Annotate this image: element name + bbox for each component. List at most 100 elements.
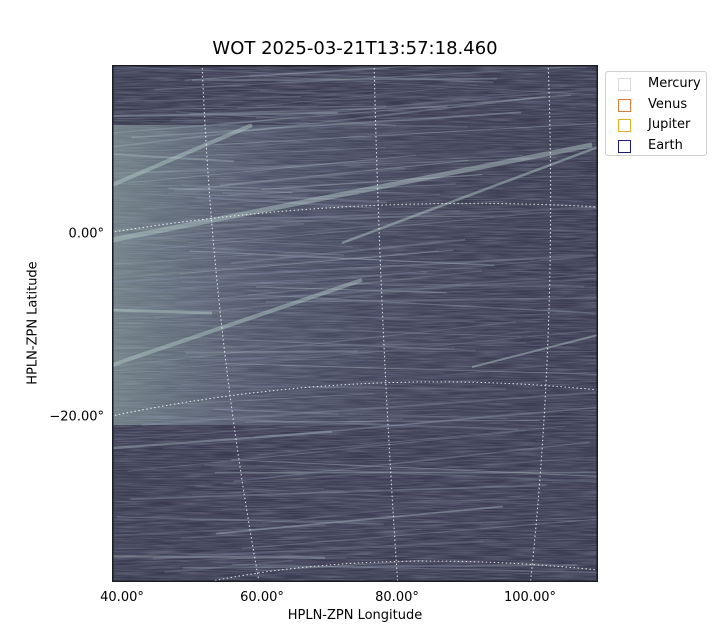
bright-streak: [112, 142, 593, 243]
streak: [219, 159, 469, 186]
bright-streak: [471, 334, 598, 368]
legend-label: Venus: [648, 96, 688, 112]
streak: [256, 286, 447, 294]
streak: [253, 406, 598, 439]
grid-line-lon-100: [530, 65, 552, 582]
streak: [237, 105, 387, 109]
streak: [180, 515, 598, 539]
streak: [127, 429, 527, 472]
streak: [116, 516, 384, 525]
streak: [117, 154, 416, 185]
y-tick-label: −20.00°: [49, 409, 104, 425]
streak: [112, 553, 369, 564]
streak: [180, 384, 506, 391]
streak: [189, 250, 495, 266]
streak: [194, 357, 365, 361]
streak: [112, 550, 347, 559]
streak: [190, 347, 456, 362]
streak: [112, 524, 327, 537]
streak: [112, 405, 508, 420]
streak: [112, 341, 526, 350]
streak: [116, 95, 301, 103]
x-axis-label: HPLN-ZPN Longitude: [287, 608, 423, 623]
streak: [141, 156, 557, 174]
y-tick-label: 0.00°: [68, 226, 104, 242]
streak: [223, 272, 598, 288]
legend-item-jupiter: Jupiter: [606, 116, 706, 137]
streak: [112, 103, 225, 114]
streak: [219, 89, 546, 126]
streak: [182, 564, 577, 569]
streak: [168, 192, 317, 201]
streak: [120, 210, 460, 226]
streak: [261, 218, 598, 233]
legend-item-mercury: Mercury: [606, 75, 706, 96]
streak: [141, 391, 598, 426]
streak: [231, 563, 598, 574]
streak: [112, 414, 519, 431]
streak: [168, 187, 293, 194]
streak: [122, 250, 345, 260]
streak: [231, 459, 598, 477]
streak: [112, 418, 404, 441]
grid-line-lat-minus20: [112, 381, 598, 417]
streak: [265, 297, 598, 303]
streak: [261, 492, 543, 525]
streak: [185, 350, 358, 354]
streak: [225, 363, 598, 375]
streak: [118, 322, 522, 338]
legend-swatch: [618, 98, 631, 112]
streak: [140, 127, 437, 158]
streak: [152, 540, 484, 560]
streak: [242, 518, 598, 549]
streak: [165, 354, 339, 370]
streak: [179, 330, 530, 367]
streak: [263, 75, 598, 96]
streak: [204, 463, 598, 483]
plot-title: WOT 2025-03-21T13:57:18.460: [212, 38, 498, 59]
streak: [226, 329, 598, 367]
streak: [230, 238, 466, 265]
streak: [150, 146, 559, 178]
bright-streak: [112, 308, 213, 315]
streak: [112, 555, 326, 559]
streak: [187, 218, 451, 244]
streak: [182, 280, 585, 288]
x-tick-label: 40.00°: [100, 590, 144, 605]
streak: [131, 183, 584, 202]
streak: [112, 369, 321, 378]
streak: [112, 153, 234, 163]
streak: [249, 66, 390, 78]
streak: [112, 249, 440, 280]
streak: [192, 487, 324, 496]
streak: [112, 254, 252, 265]
y-axis-label: HPLN-ZPN Latitude: [25, 261, 41, 385]
streak: [112, 65, 494, 83]
grid-line-lon-60: [201, 65, 260, 582]
streak: [263, 528, 422, 541]
streak: [194, 485, 542, 506]
streak: [175, 110, 397, 127]
streak: [270, 467, 439, 473]
streak: [265, 358, 598, 396]
streak: [159, 312, 598, 322]
streak: [112, 155, 523, 174]
streak: [243, 106, 576, 135]
streak: [112, 321, 517, 367]
streak: [184, 65, 440, 81]
streak: [189, 105, 448, 115]
streak: [259, 89, 598, 106]
streak: [163, 412, 516, 450]
legend-swatch: [618, 139, 631, 153]
x-tick-label: 100.00°: [504, 590, 556, 605]
streak: [219, 270, 482, 300]
streak: [112, 251, 578, 275]
streak: [112, 222, 305, 243]
streak: [112, 202, 441, 240]
streak: [112, 542, 389, 573]
legend-swatch: [618, 78, 631, 91]
streak: [175, 393, 375, 405]
streak: [112, 191, 354, 207]
streak: [112, 315, 211, 319]
streak: [192, 77, 497, 82]
